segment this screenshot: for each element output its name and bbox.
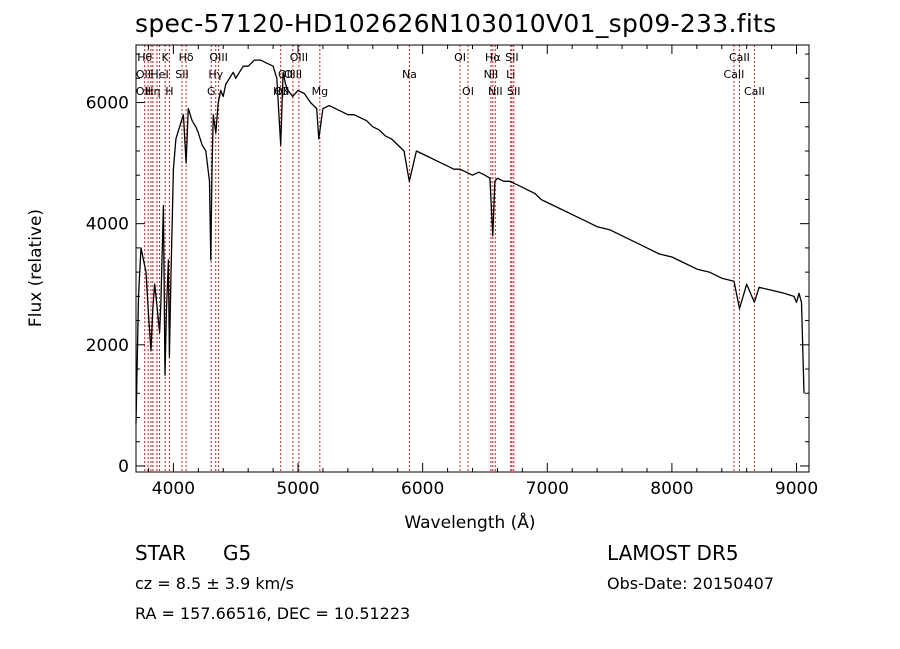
survey-name: LAMOST DR5 (607, 541, 739, 565)
plot-border (135, 44, 810, 473)
coordinates-text: RA = 157.66516, DEC = 10.51223 (135, 604, 411, 623)
chart-title: spec-57120-HD102626N103010V01_sp09-233.f… (135, 9, 777, 38)
line-label: OII (278, 68, 293, 81)
y-tick-label: 4000 (86, 215, 129, 235)
line-label: Na (402, 68, 417, 81)
x-tick-label: 7000 (526, 479, 569, 499)
y-axis: 0 2000 4000 6000 (86, 53, 809, 477)
x-axis-title: Wavelength (Å) (404, 511, 535, 533)
x-tick-label: 4000 (152, 479, 195, 499)
y-tick-label: 0 (118, 457, 129, 477)
line-label: OII (274, 85, 289, 98)
line-label: Hγ (208, 68, 223, 81)
line-label: OIII (284, 68, 302, 81)
line-label: H (165, 85, 173, 98)
line-label: Hθ (137, 51, 152, 64)
line-label: NII (488, 85, 503, 98)
line-label: OI (454, 51, 466, 64)
spectrum-series (135, 59, 805, 424)
line-label: NII (484, 68, 499, 81)
line-label: CaII (744, 85, 765, 98)
line-label: SII (507, 85, 520, 98)
y-tick-label: 6000 (86, 94, 129, 114)
observation-date: Obs-Date: 20150407 (607, 574, 775, 593)
y-axis-title: Flux (relative) (26, 209, 46, 327)
spectral-line-markers (144, 45, 755, 472)
line-label: HeI (150, 68, 168, 81)
object-subclass: G5 (223, 541, 252, 565)
x-tick-label: 9000 (775, 479, 818, 499)
line-label: SII (505, 51, 518, 64)
line-label: OII (136, 85, 151, 98)
line-label: Mg (312, 85, 328, 98)
line-label: Hα (485, 51, 501, 64)
x-axis: 4000 5000 6000 7000 8000 9000 (147, 45, 818, 499)
x-tick-label: 5000 (276, 479, 319, 499)
x-tick-label: 6000 (401, 479, 444, 499)
line-label: Hη (145, 85, 160, 98)
line-label: CaII (724, 68, 745, 81)
line-label: K (162, 51, 170, 64)
line-label: OII (136, 68, 151, 81)
line-label: Hβ (273, 85, 288, 98)
redshift-text: cz = 8.5 ± 3.9 km/s (135, 574, 294, 593)
y-tick-label: 2000 (86, 336, 129, 356)
line-label: Hδ (179, 51, 194, 64)
line-label: CaII (729, 51, 750, 64)
spectrum-line (135, 59, 805, 424)
line-label: OI (462, 85, 474, 98)
line-label: G (207, 85, 216, 98)
line-label: OIII (209, 51, 227, 64)
plot-frame (135, 44, 810, 473)
spectral-line-labels: HθHηHeIKHSIIHδGHγOIIIHβOIIIOIIIMgNaOIOIN… (136, 51, 765, 98)
line-label: OIII (290, 51, 308, 64)
object-class: STAR (135, 541, 186, 565)
line-label: Li (506, 68, 515, 81)
x-tick-label: 8000 (650, 479, 693, 499)
line-label: SII (175, 68, 188, 81)
